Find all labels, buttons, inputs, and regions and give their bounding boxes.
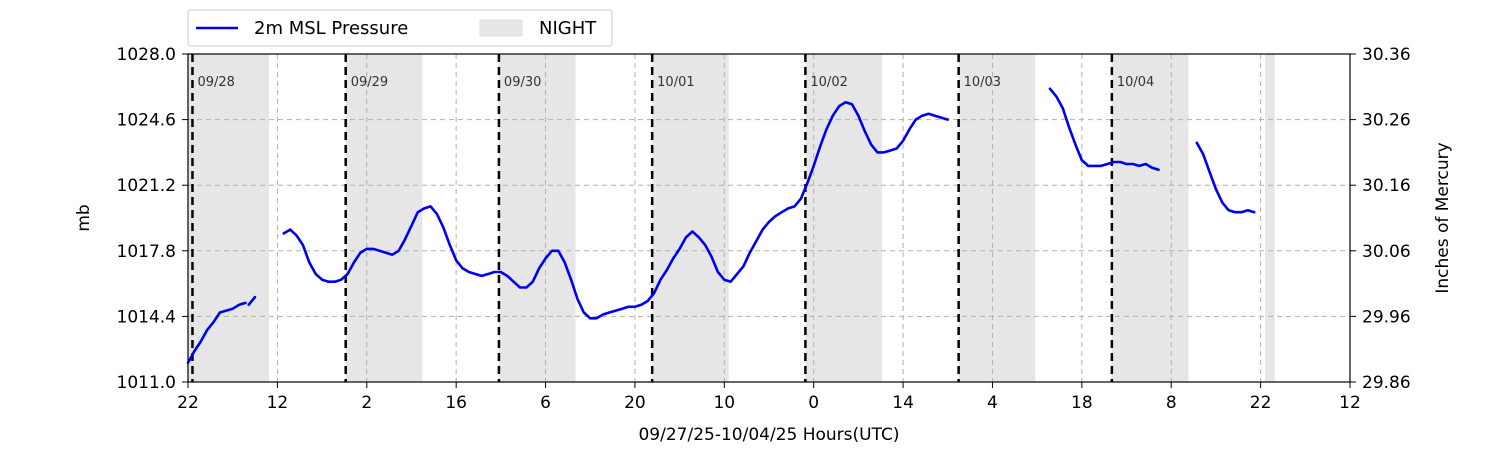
x-tick-label-11: 8 <box>1166 393 1177 413</box>
y-right-tick-label-5: 30.36 <box>1362 45 1411 65</box>
x-tick-label-5: 20 <box>624 393 646 413</box>
plot-frame <box>187 53 1351 383</box>
series-0-segment-0 <box>186 301 247 365</box>
y-axis-right: 29.86 29.96 30.06 30.16 30.26 30.36 <box>1350 45 1411 393</box>
x-tick-label-8: 14 <box>892 393 914 413</box>
x-tick-label-0: 22 <box>177 393 199 413</box>
day-marker-label-6: 10/04 <box>1117 75 1154 90</box>
series-0-segment-1 <box>247 295 257 307</box>
day-markers: 09/28 09/29 09/30 10/01 10/02 10/03 10/04 <box>191 54 1154 382</box>
legend: 2m MSL Pressure NIGHT <box>187 9 613 47</box>
y-tick-label-4: 1024.6 <box>117 111 176 131</box>
x-tick-label-9: 4 <box>987 393 998 413</box>
night-band-3 <box>652 54 729 382</box>
y-right-tick-label-2: 30.06 <box>1362 242 1411 262</box>
y-tick-label-3: 1021.2 <box>117 176 176 196</box>
y-tick-label-1: 1014.4 <box>117 307 176 327</box>
day-marker-label-0: 09/28 <box>197 75 234 90</box>
day-marker-label-4: 10/02 <box>810 75 847 90</box>
legend-night-swatch <box>479 19 523 37</box>
y-axis-left: 1011.0 1014.4 1017.8 1021.2 1024.6 1028.0 <box>117 45 188 393</box>
series-0-segment-3 <box>1048 87 1160 172</box>
legend-label-pressure: 2m MSL Pressure <box>254 18 408 39</box>
y-right-tick-label-4: 30.26 <box>1362 111 1411 131</box>
night-band-4 <box>805 54 883 382</box>
x-tick-label-2: 2 <box>361 393 372 413</box>
y-tick-label-0: 1011.0 <box>117 373 176 393</box>
series-0-segment-2 <box>282 100 950 320</box>
x-tick-label-3: 16 <box>445 393 467 413</box>
y-right-tick-label-0: 29.86 <box>1362 373 1411 393</box>
y-axis-title: mb <box>74 204 94 231</box>
x-axis: 22 12 2 16 6 20 10 0 14 4 18 8 22 12 <box>177 382 1361 413</box>
day-marker-label-2: 09/30 <box>504 75 541 90</box>
y-right-tick-label-1: 29.96 <box>1362 307 1411 327</box>
y-tick-label-5: 1028.0 <box>117 45 176 65</box>
legend-label-night: NIGHT <box>539 18 597 39</box>
day-marker-label-1: 09/29 <box>351 75 388 90</box>
night-band-2 <box>498 54 576 382</box>
night-band-0 <box>188 54 270 382</box>
x-tick-label-7: 0 <box>808 393 819 413</box>
y-tick-label-2: 1017.8 <box>117 242 176 262</box>
night-band-1 <box>345 54 423 382</box>
night-bands <box>188 54 1275 382</box>
night-band-6 <box>1111 54 1189 382</box>
grid-lines <box>188 54 1350 382</box>
pressure-series <box>186 87 1256 365</box>
x-tick-label-13: 12 <box>1339 393 1361 413</box>
y-axis-right-title: Inches of Mercury <box>1433 142 1453 293</box>
y-right-tick-label-3: 30.16 <box>1362 176 1411 196</box>
x-tick-label-10: 18 <box>1071 393 1093 413</box>
legend-box <box>187 9 613 47</box>
day-marker-label-5: 10/03 <box>964 75 1001 90</box>
night-band-5 <box>958 54 1036 382</box>
x-tick-label-4: 6 <box>540 393 551 413</box>
series-0-segment-4 <box>1195 141 1256 214</box>
x-tick-label-6: 10 <box>713 393 735 413</box>
x-axis-title: 09/27/25-10/04/25 Hours(UTC) <box>638 425 899 445</box>
day-marker-label-3: 10/01 <box>657 75 694 90</box>
x-tick-label-1: 12 <box>267 393 289 413</box>
night-band-7 <box>1265 54 1275 382</box>
x-tick-label-12: 22 <box>1250 393 1272 413</box>
